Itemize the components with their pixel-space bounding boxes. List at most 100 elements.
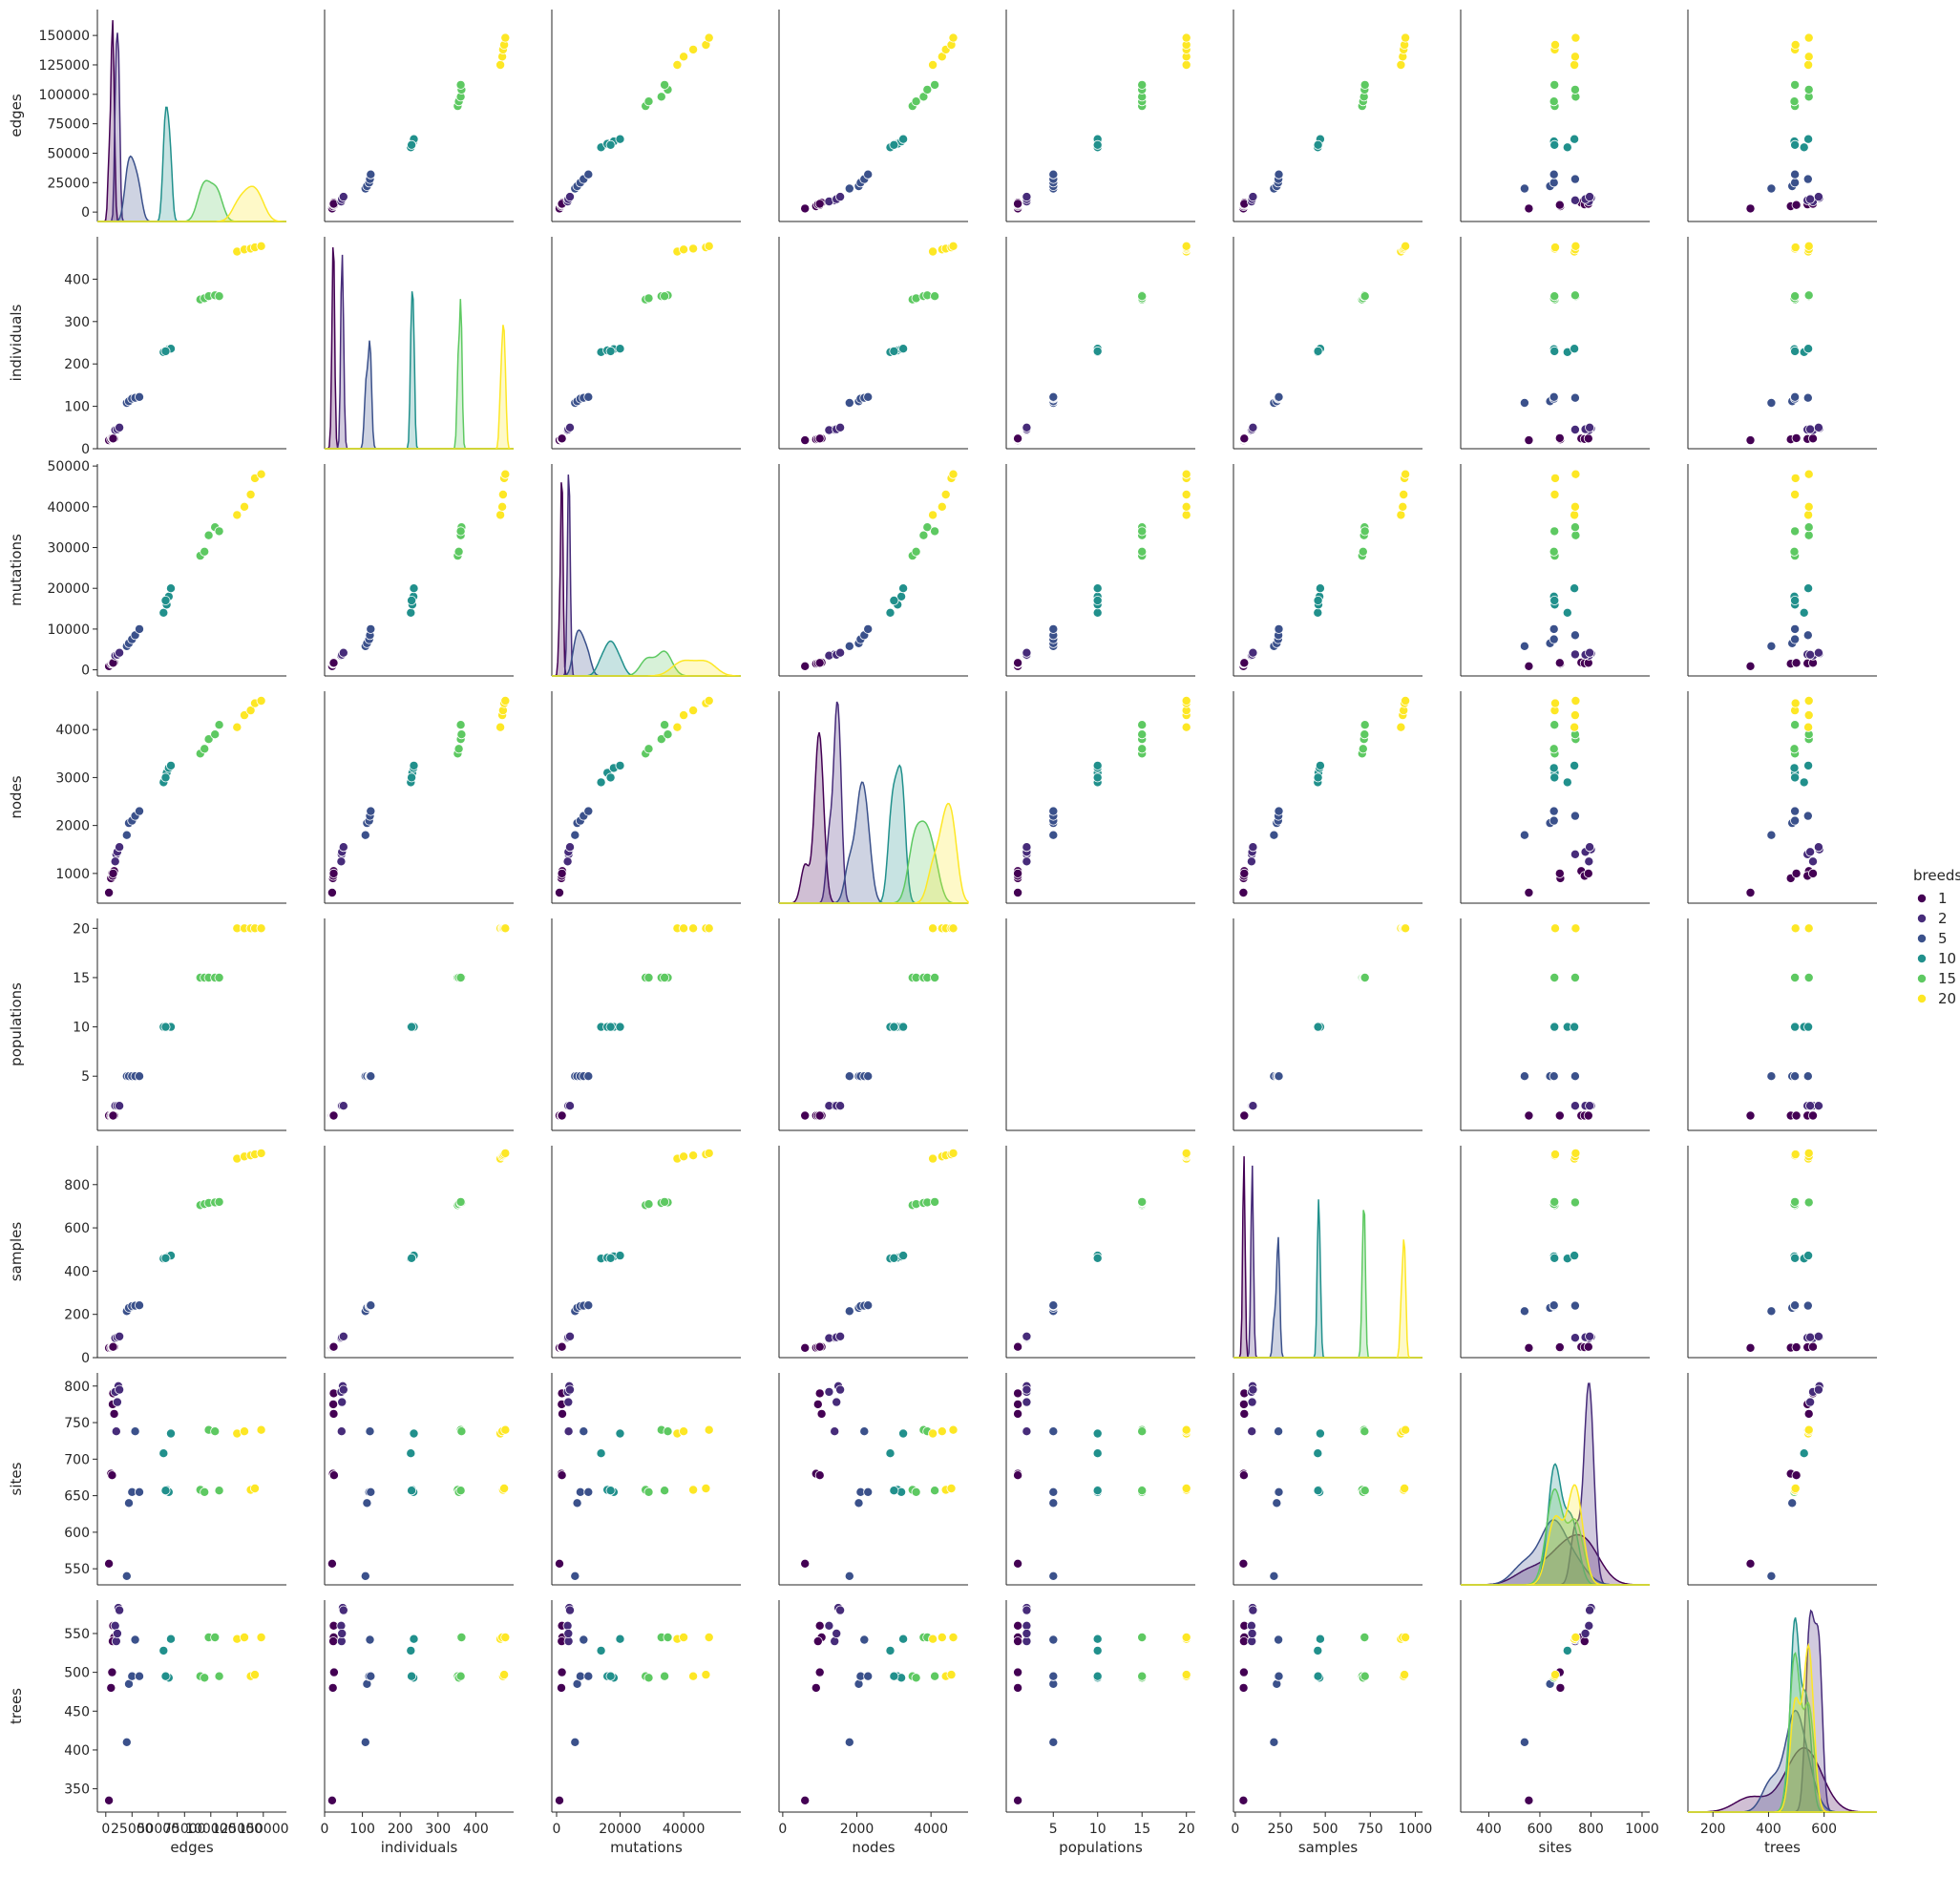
panel-individuals-vs-trees [1687,237,1877,450]
scatter-point [704,696,714,707]
scatter-point [336,1620,347,1631]
scatter-point [1549,1253,1560,1263]
y-tick-label: 350 [64,1782,90,1798]
panel-samples-vs-nodes [778,1146,968,1359]
scatter-point [812,1636,823,1647]
scatter-point [1313,607,1323,618]
panel-trees-vs-individuals: 0 100 200 300 400 individuals [321,1600,514,1856]
kde-breeds-15 [1233,1210,1423,1359]
scatter-point [104,1558,115,1569]
scatter-point [115,1331,125,1341]
y-tick-label: 50000 [47,146,90,161]
scatter-point [1137,291,1148,302]
legend-marker [1917,934,1928,944]
scatter-point [203,734,214,745]
scatter-point [1238,1399,1249,1409]
scatter-point [366,1071,376,1082]
scatter-point [1048,1671,1059,1681]
scatter-point [232,722,242,732]
panel-populations-vs-samples [1233,918,1423,1131]
x-tick-label: 25000 [111,1822,154,1837]
x-tick-label: 800 [1578,1822,1604,1837]
scatter-point [328,868,339,878]
legend-entries: 1 2 5 10 15 20 [1917,890,1956,1007]
scatter-point [1524,1342,1534,1353]
panel-mutations-vs-mutations [551,464,741,677]
scatter-point [134,391,144,402]
scatter-point [946,1484,957,1494]
scatter-point [1359,1426,1370,1437]
scatter-point [1013,1667,1023,1677]
scatter-point [1550,243,1561,253]
scatter-point [1803,583,1814,594]
kde-breeds-20 [1688,1642,1877,1813]
scatter-point [660,1486,670,1496]
x-tick-label: 20000 [599,1822,642,1837]
scatter-point [1013,433,1023,444]
scatter-point [885,1645,896,1656]
scatter-point [112,1629,122,1639]
scatter-point [121,1571,132,1581]
scatter-point [565,1331,576,1341]
scatter-point [937,1426,947,1437]
panel-populations-vs-populations [1005,918,1195,1131]
x-axis-label: sites [1539,1839,1572,1856]
scatter-point [214,526,224,537]
scatter-point [844,641,854,651]
scatter-point [800,1342,811,1353]
scatter-point [643,1673,654,1683]
scatter-point [663,729,673,740]
scatter-point [1790,720,1801,730]
scatter-point [1799,1448,1809,1459]
scatter-point [911,546,921,557]
scatter-point [1048,1498,1059,1508]
scatter-point [928,923,938,934]
scatter-point [1808,856,1819,867]
scatter-point [1238,888,1249,898]
scatter-point [115,422,125,432]
scatter-point [1790,698,1801,708]
scatter-point [1247,1426,1257,1437]
scatter-point [1013,888,1023,898]
scatter-point [572,1498,582,1508]
x-tick-label: 600 [1528,1822,1553,1837]
panel-populations-vs-sites [1460,918,1650,1131]
scatter-point [1048,1737,1059,1747]
scatter-point [406,1448,416,1459]
scatter-point [1570,710,1580,721]
panel-nodes-vs-individuals [324,691,514,904]
scatter-point [811,1682,821,1693]
scatter-point [679,52,689,62]
scatter-point [1247,1629,1257,1639]
panel-individuals-vs-populations [1005,237,1195,450]
scatter-point [557,868,567,878]
scatter-point [256,923,266,934]
scatter-point [948,241,959,251]
scatter-point [1022,1629,1032,1639]
panel-samples-vs-mutations [551,1146,741,1359]
scatter-point [1181,1148,1191,1158]
scatter-point [1315,1634,1325,1644]
scatter-point [1570,290,1580,301]
panel-mutations-vs-trees [1687,464,1877,677]
kde-breeds-10 [1233,1199,1423,1359]
scatter-point [115,1101,125,1111]
scatter-point [814,1110,825,1121]
scatter-point [1092,1253,1103,1263]
y-axis-label: samples [8,1222,25,1282]
scatter-point [1790,346,1801,356]
scatter-point [844,183,854,194]
scatter-point [1239,868,1250,878]
scatter-point [946,1670,957,1680]
scatter-point [455,1671,466,1681]
scatter-point [1554,658,1565,668]
scatter-point [1549,291,1560,302]
scatter-point [1745,1558,1756,1569]
scatter-point [245,706,256,716]
scatter-point [930,1486,940,1496]
scatter-point [605,772,616,783]
scatter-point [1048,830,1059,840]
legend-label: 15 [1938,970,1956,987]
scatter-point [1766,397,1777,408]
scatter-point [1239,1110,1250,1121]
